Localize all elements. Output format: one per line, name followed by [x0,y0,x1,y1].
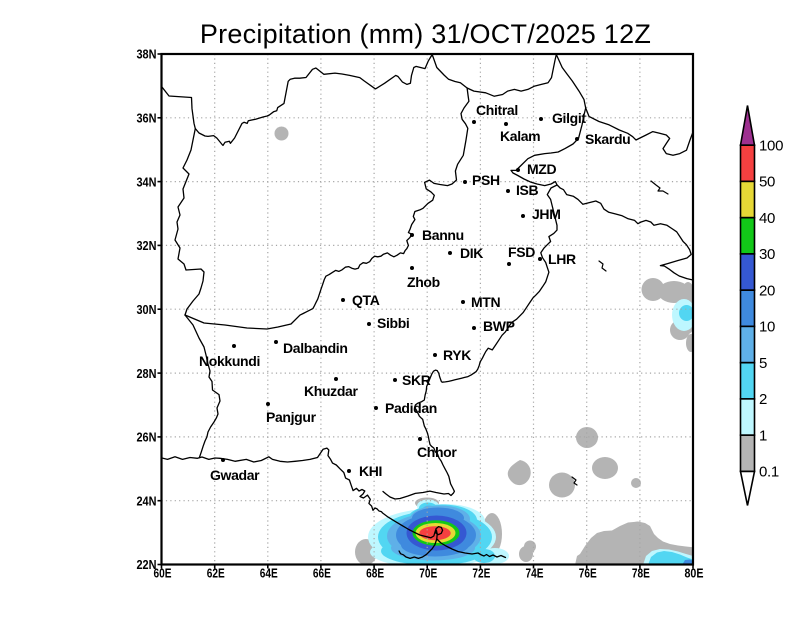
svg-text:1: 1 [759,427,767,444]
svg-text:76E: 76E [579,566,597,581]
svg-text:MZD: MZD [527,161,557,177]
svg-text:28N: 28N [137,366,157,381]
svg-text:Gwadar: Gwadar [210,467,260,483]
svg-text:36N: 36N [137,111,157,126]
svg-text:SKR: SKR [402,372,431,388]
svg-text:100: 100 [759,137,783,154]
svg-text:30: 30 [759,246,775,263]
svg-text:10: 10 [759,319,775,336]
svg-text:KHI: KHI [359,463,382,479]
svg-text:Zhob: Zhob [407,274,440,290]
svg-text:DIK: DIK [460,245,483,261]
svg-text:Kalam: Kalam [500,128,540,144]
svg-text:Chitral: Chitral [476,102,518,118]
svg-text:74E: 74E [526,566,544,581]
svg-text:66E: 66E [313,566,331,581]
svg-text:Precipitation (mm) 31/OCT/2025: Precipitation (mm) 31/OCT/2025 12Z [200,19,651,49]
svg-text:64E: 64E [260,566,278,581]
svg-text:5: 5 [759,355,767,372]
svg-text:34N: 34N [137,174,157,189]
svg-text:80E: 80E [685,566,704,581]
svg-text:ISB: ISB [516,182,539,198]
svg-text:RYK: RYK [443,347,471,363]
svg-text:Sibbi: Sibbi [377,315,409,331]
svg-text:20: 20 [759,282,775,299]
svg-text:PSH: PSH [472,172,500,188]
svg-text:Padidan: Padidan [385,400,437,416]
svg-text:Khuzdar: Khuzdar [304,383,358,399]
svg-text:Nokkundi: Nokkundi [199,353,260,369]
svg-text:60E: 60E [154,566,172,581]
svg-text:Skardu: Skardu [585,131,630,147]
svg-text:Chhor: Chhor [417,444,457,460]
svg-text:30N: 30N [137,302,157,317]
svg-text:38N: 38N [137,47,157,62]
svg-text:72E: 72E [472,566,490,581]
svg-text:JHM: JHM [532,206,561,222]
svg-text:Gilgit: Gilgit [552,110,586,126]
svg-text:70E: 70E [419,566,437,581]
svg-text:MTN: MTN [471,294,501,310]
svg-text:Bannu: Bannu [422,227,464,243]
svg-text:Panjgur: Panjgur [266,409,317,425]
svg-text:BWP: BWP [483,318,515,334]
svg-text:24N: 24N [137,493,157,508]
svg-text:FSD: FSD [508,244,535,260]
svg-text:78E: 78E [632,566,650,581]
svg-text:Dalbandin: Dalbandin [283,340,348,356]
svg-text:0.1: 0.1 [759,464,779,481]
svg-text:LHR: LHR [548,251,576,267]
svg-text:QTA: QTA [352,292,380,308]
svg-text:26N: 26N [137,430,157,445]
svg-text:62E: 62E [207,566,225,581]
svg-text:50: 50 [759,174,775,191]
svg-text:68E: 68E [366,566,384,581]
svg-text:2: 2 [759,391,767,408]
svg-text:22N: 22N [137,557,157,572]
svg-text:32N: 32N [137,238,157,253]
svg-text:40: 40 [759,210,775,227]
